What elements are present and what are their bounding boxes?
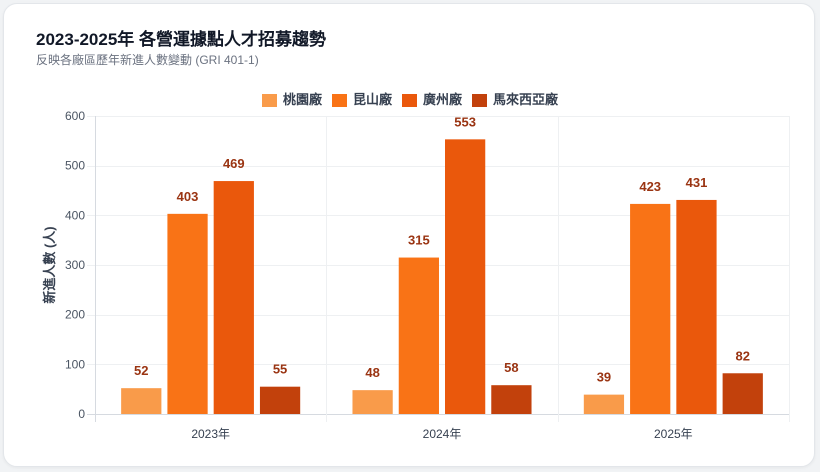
data-label: 82 — [735, 348, 749, 363]
labels-layer: 0 100 200 300 400 500 600 2023年 2024年 2025年 52 48 39… — [65, 109, 750, 441]
y-tick-label: 300 — [65, 258, 85, 272]
data-label: 403 — [177, 189, 199, 204]
legend-label: 昆山廠 — [352, 92, 392, 107]
x-tick-label: 2025年 — [654, 427, 693, 441]
legend-swatch — [261, 93, 277, 107]
legend-label: 桃園廠 — [282, 92, 322, 107]
y-tick-label: 200 — [65, 308, 85, 322]
bar — [676, 199, 717, 414]
legend-swatch — [402, 93, 417, 107]
bar — [167, 213, 208, 414]
data-label: 39 — [597, 370, 611, 385]
y-tick-label: 600 — [65, 109, 85, 123]
bar — [121, 388, 162, 414]
chart-subtitle: 反映各廠區歷年新進人數變動 (GRI 401-1) — [36, 53, 259, 67]
bar — [398, 257, 439, 414]
bar — [213, 181, 254, 414]
y-tick-label: 500 — [65, 159, 85, 173]
bar — [445, 139, 486, 415]
legend-item[interactable]: 馬來西亞廠 — [472, 91, 558, 109]
data-label: 315 — [408, 233, 430, 248]
y-tick-label: 400 — [65, 208, 85, 222]
y-axis-title: 新進人數 (人) — [42, 226, 57, 303]
bar — [491, 385, 532, 414]
bar — [259, 386, 301, 414]
data-label: 431 — [686, 175, 708, 190]
bar — [630, 203, 671, 414]
legend-swatch — [472, 93, 488, 107]
data-label: 58 — [504, 360, 518, 375]
data-label: 423 — [639, 179, 661, 194]
legend-item[interactable]: 桃園廠 — [261, 91, 322, 109]
y-tick-label: 100 — [65, 357, 85, 371]
data-label: 469 — [223, 156, 245, 171]
data-label: 48 — [365, 365, 379, 380]
legend-item[interactable]: 廣州廠 — [402, 91, 462, 109]
legend-label: 馬來西亞廠 — [493, 92, 559, 107]
legend-swatch — [331, 93, 347, 107]
bar — [352, 390, 393, 414]
chart-title: 2023-2025年 各營運據點人才招募趨勢 — [36, 30, 327, 49]
bar — [722, 373, 763, 414]
data-label: 52 — [134, 363, 148, 378]
data-label: 553 — [454, 114, 476, 129]
legend-item[interactable]: 昆山廠 — [331, 91, 392, 109]
bar — [583, 394, 625, 414]
x-tick-label: 2024年 — [423, 427, 462, 441]
legend-label: 廣州廠 — [423, 92, 463, 107]
x-tick-label: 2023年 — [191, 427, 230, 441]
chart-legend: 桃園廠 昆山廠 廣州廠 馬來西亞廠 — [0, 91, 820, 109]
data-label: 55 — [273, 362, 287, 377]
bars-layer — [121, 139, 763, 415]
y-tick-label: 0 — [78, 407, 85, 421]
